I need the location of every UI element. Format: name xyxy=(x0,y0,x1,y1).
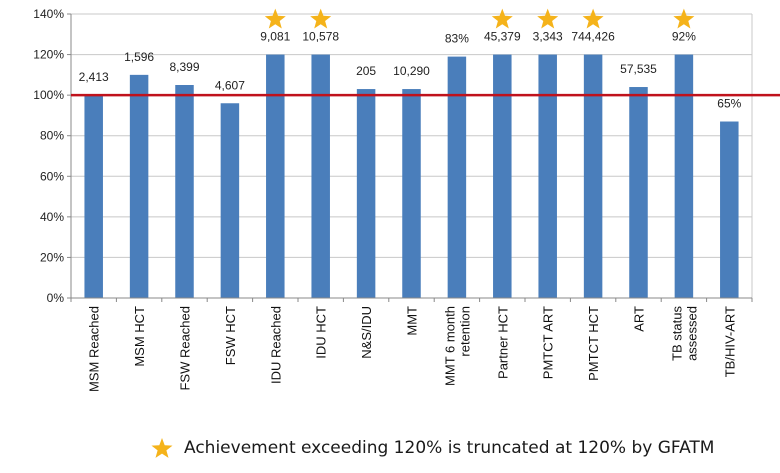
bar xyxy=(175,85,194,298)
data-label: 744,426 xyxy=(571,30,615,44)
x-tick-label: N&S/IDU xyxy=(359,306,374,359)
y-tick-label: 60% xyxy=(40,169,64,183)
y-tick-label: 80% xyxy=(40,129,64,143)
data-label: 8,399 xyxy=(169,60,199,74)
y-tick-label: 40% xyxy=(40,210,64,224)
star-icon xyxy=(151,438,173,458)
x-axis: MSM Reached MSM HCT FSW Reached FSW HCT IDU … xyxy=(70,297,753,392)
data-label: 10,578 xyxy=(302,30,339,44)
data-label: 83% xyxy=(445,32,469,46)
data-labels: 2,413 1,596 8,399 4,607 9,081 10,578 205 10,290… xyxy=(79,30,742,111)
x-tick-label: FSW HCT xyxy=(223,306,238,365)
y-tick-label: 20% xyxy=(40,250,64,264)
bar xyxy=(493,54,512,299)
bar xyxy=(720,121,739,298)
bar xyxy=(583,54,603,299)
y-axis: 0% 20% 40% 60% 80% 100% 120% 140% xyxy=(33,7,72,305)
x-tick-label: PMTCT HCT xyxy=(586,306,601,381)
data-label: 45,379 xyxy=(484,30,521,44)
x-tick-label: MSM Reached xyxy=(87,306,102,392)
x-tick-label: IDU Reached xyxy=(268,306,283,384)
data-label: 4,607 xyxy=(215,78,245,92)
star-icon xyxy=(491,8,513,29)
data-label: 9,081 xyxy=(260,30,290,44)
x-tick-label: MMT 6 monthretention xyxy=(442,306,472,386)
data-label: 205 xyxy=(356,64,376,78)
data-label: 2,413 xyxy=(79,70,109,84)
x-tick-label: MMT xyxy=(405,306,420,336)
bar xyxy=(402,89,421,298)
stars xyxy=(264,8,695,29)
x-tick-label: TB/HIV-ART xyxy=(722,306,737,377)
bar xyxy=(538,54,557,299)
bars xyxy=(84,54,739,299)
bar xyxy=(447,56,467,298)
bar xyxy=(220,103,240,298)
bar xyxy=(84,95,103,299)
bar xyxy=(356,89,376,298)
bar xyxy=(129,74,149,298)
data-label: 3,343 xyxy=(533,30,563,44)
x-tick-label: ART xyxy=(632,306,647,332)
data-label: 65% xyxy=(717,97,741,111)
y-tick-label: 0% xyxy=(47,291,65,305)
star-icon xyxy=(673,8,695,29)
y-tick-label: 100% xyxy=(33,88,64,102)
data-label: 10,290 xyxy=(393,64,430,78)
star-icon xyxy=(537,8,559,29)
bar xyxy=(266,54,285,299)
legend-text: Achievement exceeding 120% is truncated … xyxy=(184,438,715,458)
bar xyxy=(311,54,330,299)
legend: Achievement exceeding 120% is truncated … xyxy=(150,432,714,464)
bar xyxy=(674,54,694,299)
x-tick-label: IDU HCT xyxy=(314,306,329,359)
y-tick-label: 140% xyxy=(33,7,64,21)
y-tick-label: 120% xyxy=(33,48,64,62)
data-label: 92% xyxy=(672,30,696,44)
x-tick-label: PMTCT ART xyxy=(541,306,556,379)
x-tick-label: TB statusassessed xyxy=(669,306,699,361)
star-icon xyxy=(310,8,332,29)
bar xyxy=(629,87,648,299)
star-icon xyxy=(582,8,604,29)
x-tick-label: FSW Reached xyxy=(178,306,193,391)
x-tick-label: MSM HCT xyxy=(132,306,147,367)
data-label: 57,535 xyxy=(620,62,657,76)
x-tick-label: Partner HCT xyxy=(495,306,510,379)
data-label: 1,596 xyxy=(124,50,154,64)
star-icon xyxy=(264,8,286,29)
